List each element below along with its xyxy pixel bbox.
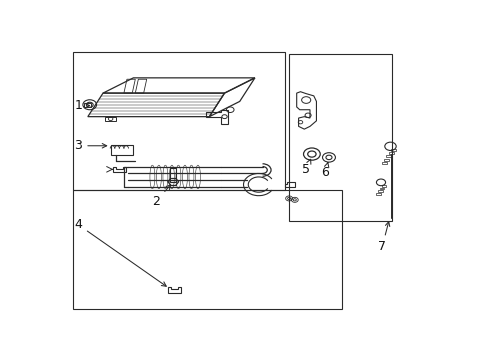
Bar xyxy=(380,188,385,189)
Text: 3: 3 xyxy=(74,139,107,152)
Text: 1: 1 xyxy=(74,99,90,112)
Bar xyxy=(389,152,394,154)
Text: 7: 7 xyxy=(378,222,390,253)
Bar xyxy=(391,149,396,151)
Text: 6: 6 xyxy=(321,162,329,179)
Text: 5: 5 xyxy=(302,159,311,176)
Bar xyxy=(386,156,392,157)
Bar xyxy=(378,190,383,192)
Text: 2: 2 xyxy=(152,185,171,208)
Bar xyxy=(382,185,386,186)
Bar xyxy=(170,168,176,182)
Bar xyxy=(384,159,390,161)
Text: 4: 4 xyxy=(74,218,166,286)
Bar xyxy=(84,103,91,107)
Bar xyxy=(111,145,133,155)
Bar xyxy=(289,54,392,221)
Bar xyxy=(376,193,381,195)
Bar xyxy=(73,51,285,190)
Bar xyxy=(73,190,342,309)
Bar xyxy=(382,162,387,164)
